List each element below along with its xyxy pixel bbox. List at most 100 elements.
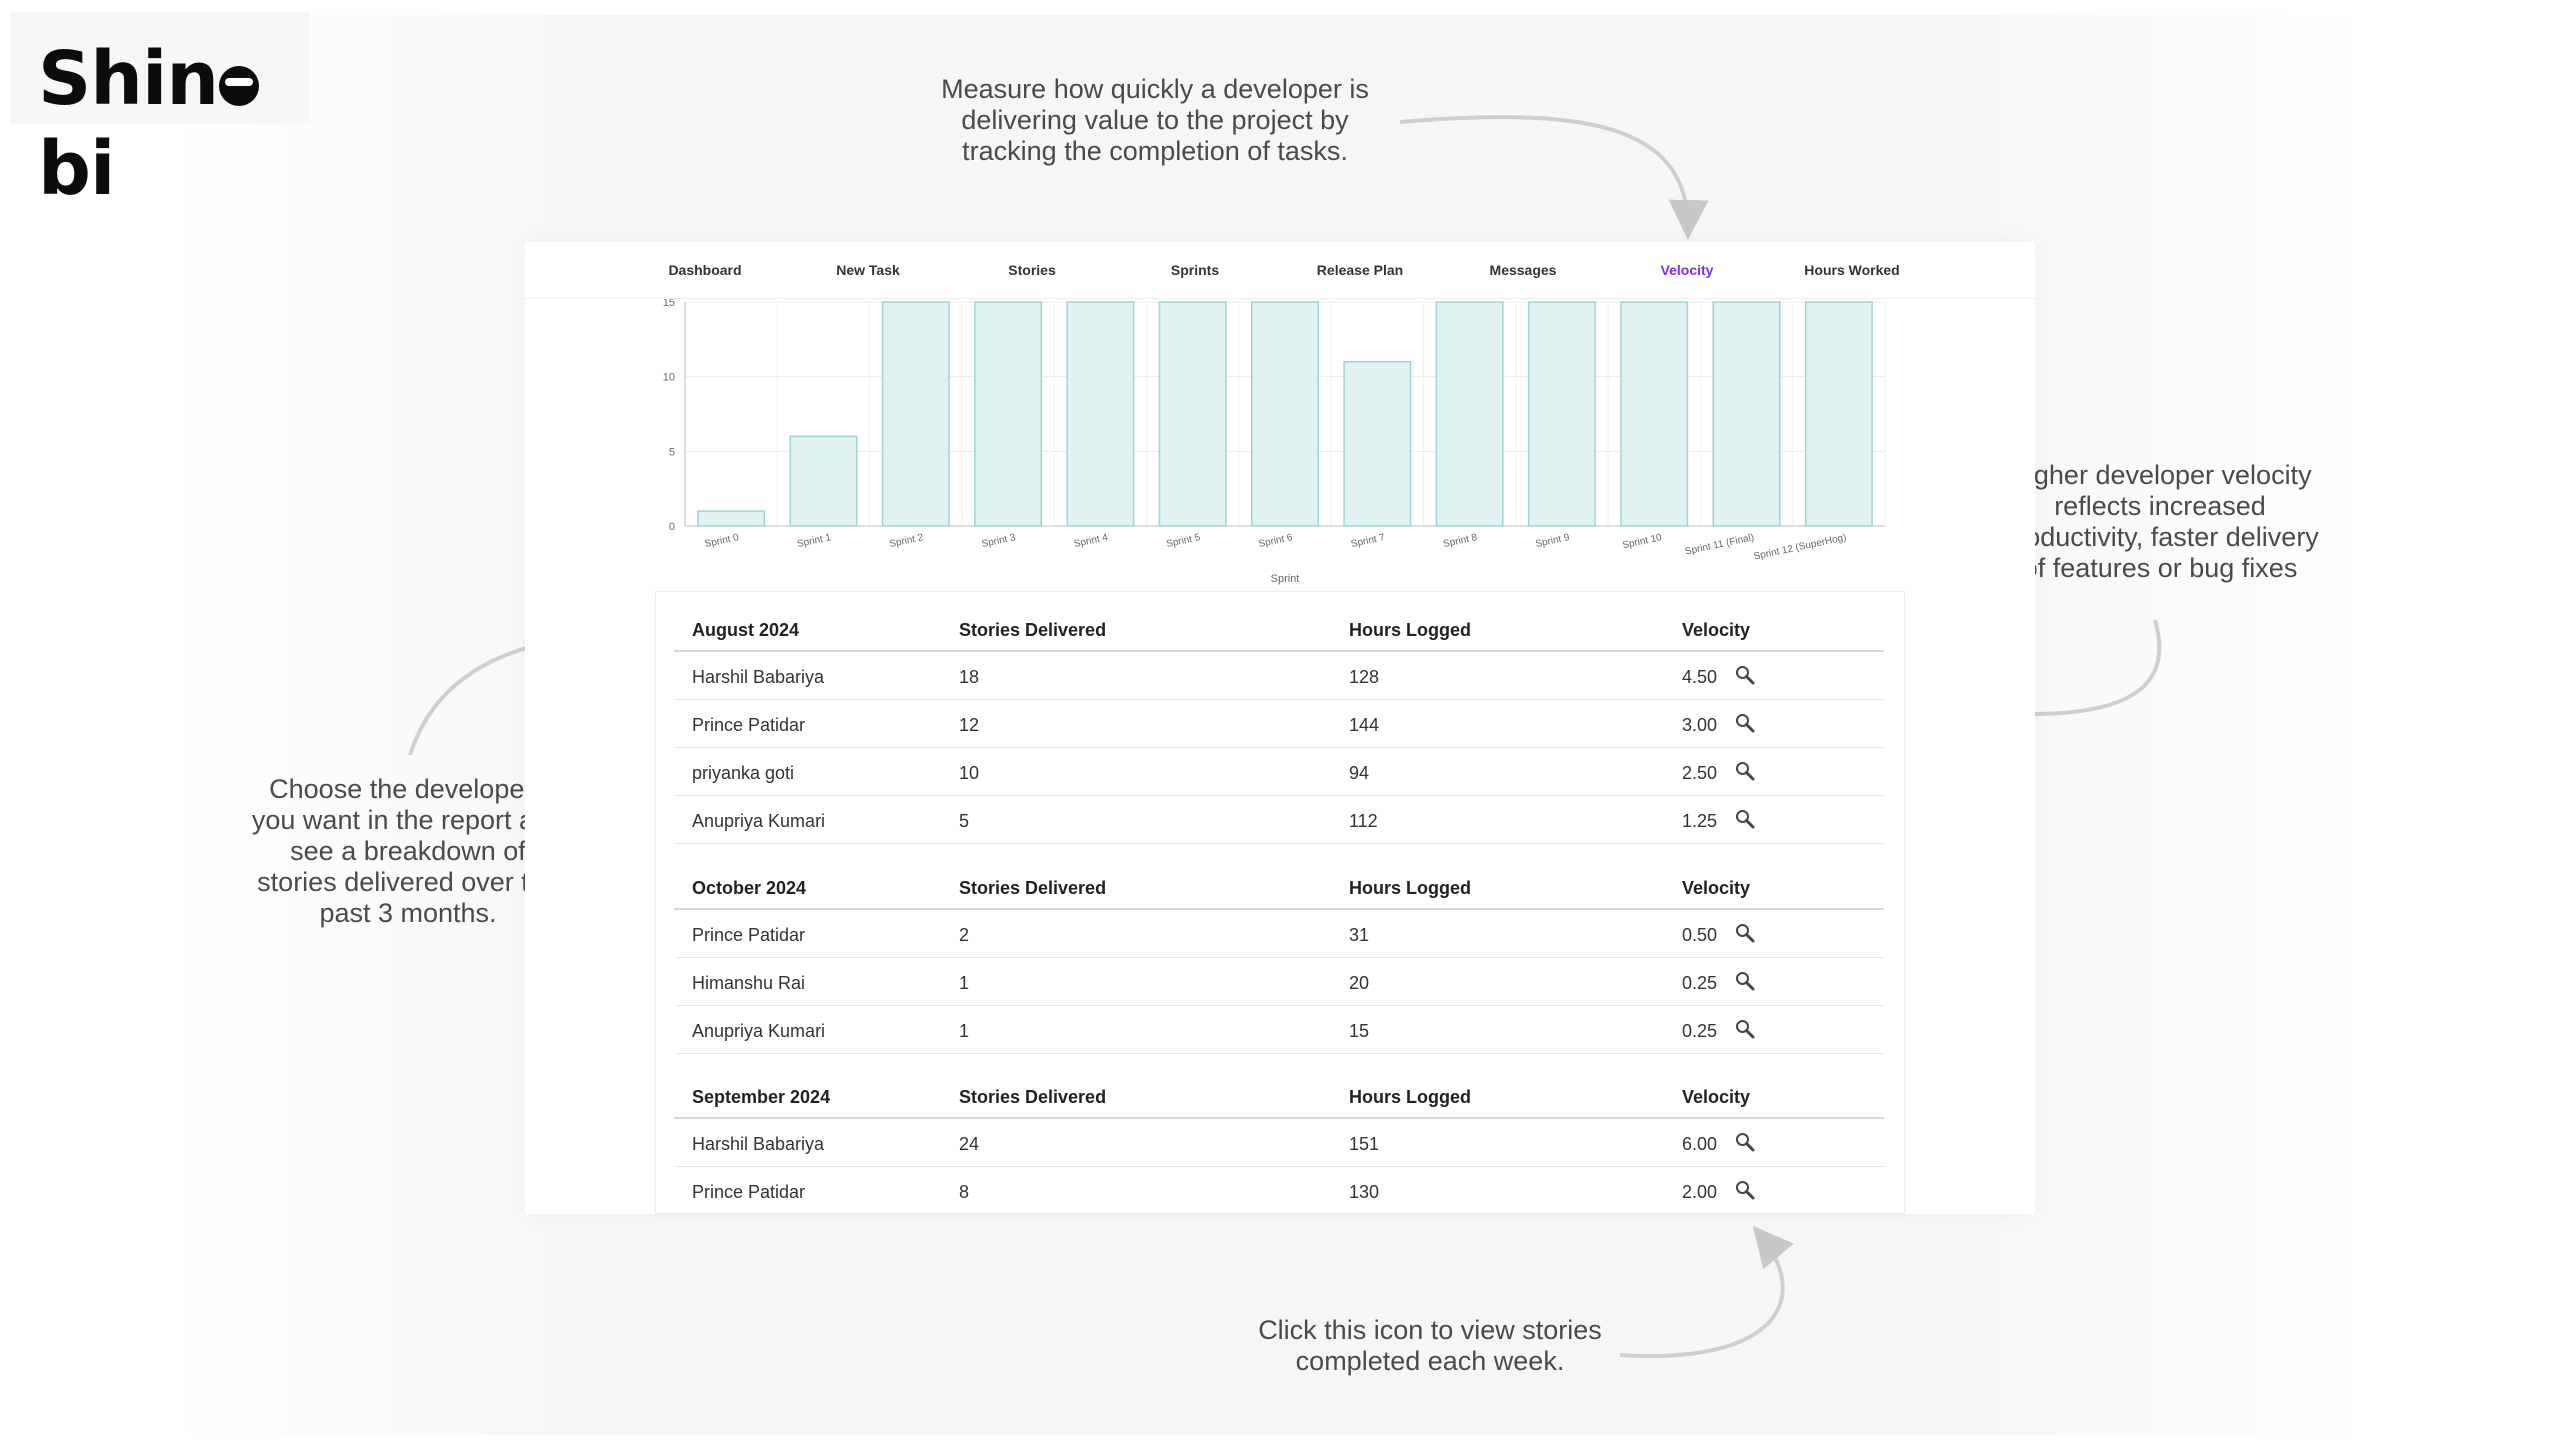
- developer-name: Anupriya Kumari: [692, 811, 826, 831]
- nav-hours-worked[interactable]: Hours Worked: [1804, 262, 1900, 278]
- nav-sprints[interactable]: Sprints: [1170, 262, 1220, 278]
- column-header-stories: Stories Delivered: [959, 620, 1107, 640]
- logo-container: Shinbi: [10, 12, 310, 212]
- x-tick-label: Sprint 2: [888, 532, 924, 550]
- developer-name: Harshil Babariya: [692, 1134, 825, 1154]
- stories-delivered: 24: [959, 1134, 980, 1154]
- hours-logged: 20: [1349, 973, 1370, 993]
- velocity-value: 0.50: [1682, 925, 1718, 945]
- magnifier-icon[interactable]: [1734, 970, 1756, 992]
- x-tick-label: Sprint 11 (Final): [1684, 532, 1755, 557]
- velocity-value: 2.50: [1682, 763, 1718, 783]
- bar-sprint-9: [1527, 301, 1596, 527]
- bar-sprint-5: [1158, 301, 1227, 527]
- ninja-o-icon: [219, 66, 260, 106]
- x-tick-label: Sprint 0: [704, 532, 740, 550]
- magnifier-icon[interactable]: [1734, 1179, 1756, 1201]
- month-group: October 2024 Stories Delivered Hours Logge…: [674, 860, 1884, 1054]
- y-tick-label: 0: [669, 521, 675, 533]
- y-tick-label: 10: [663, 372, 675, 384]
- developer-name: Prince Patidar: [692, 1182, 806, 1202]
- developer-name: Anupriya Kumari: [692, 1021, 826, 1041]
- column-header-velocity: Velocity: [1682, 878, 1751, 898]
- magnifier-icon[interactable]: [1734, 664, 1756, 686]
- developer-name: priyanka goti: [692, 763, 795, 783]
- velocity-value: 1.25: [1682, 811, 1718, 831]
- table-row: Prince Patidar 2 31 0.50: [674, 910, 1884, 958]
- developer-name: Prince Patidar: [692, 925, 806, 945]
- annotation-line: Measure how quickly a developer is: [941, 74, 1369, 104]
- nav-velocity[interactable]: Velocity: [1660, 262, 1714, 278]
- annotation-velocity-tab: Measure how quickly a developer is delive…: [915, 74, 1395, 167]
- annotation-line: of features or bug fixes: [2022, 553, 2298, 583]
- table-header-row: August 2024 Stories Delivered Hours Logged…: [674, 602, 1884, 652]
- annotation-line: Higher developer velocity: [2008, 460, 2312, 490]
- magnifier-icon[interactable]: [1734, 1018, 1756, 1040]
- nav-new-task[interactable]: New Task: [836, 262, 900, 278]
- nav-stories[interactable]: Stories: [1008, 262, 1056, 278]
- y-tick-label: 15: [663, 299, 675, 309]
- table-row: Harshil Babariya 18 128 4.50: [674, 652, 1884, 700]
- nav-release-plan[interactable]: Release Plan: [1316, 262, 1404, 278]
- column-header-hours: Hours Logged: [1349, 620, 1471, 640]
- bar-sprint-1: [789, 435, 858, 527]
- nav-dashboard[interactable]: Dashboard: [668, 262, 742, 278]
- bar-sprint-3: [974, 301, 1043, 527]
- x-tick-label: Sprint 7: [1350, 532, 1386, 550]
- bar-sprint-4: [1066, 301, 1135, 527]
- x-tick-label: Sprint 5: [1165, 532, 1201, 550]
- bar-sprint-8: [1435, 301, 1504, 527]
- table-row: Himanshu Rai 1 20 0.25: [674, 958, 1884, 1006]
- table-row: Harshil Babariya 24 151 6.00: [674, 1119, 1884, 1167]
- bar-sprint-7: [1343, 360, 1412, 527]
- table-row: Prince Patidar 12 144 3.00: [674, 700, 1884, 748]
- table-header-row: September 2024 Stories Delivered Hours Log…: [674, 1069, 1884, 1119]
- velocity-value: 0.25: [1682, 1021, 1718, 1041]
- table-row: Anupriya Kumari 1 15 0.25: [674, 1006, 1884, 1054]
- bar-sprint-10: [1620, 301, 1689, 527]
- month-heading: August 2024: [692, 620, 800, 640]
- annotation-line: delivering value to the project by: [961, 105, 1349, 135]
- x-tick-label: Sprint 3: [981, 532, 1017, 550]
- top-navigation: Dashboard New Task Stories Sprints Release P…: [525, 242, 2035, 299]
- bar-sprint-2: [881, 301, 950, 527]
- velocity-value: 4.50: [1682, 667, 1718, 687]
- x-tick-label: Sprint 4: [1073, 532, 1109, 550]
- bar-sprint-11-final-: [1712, 301, 1781, 527]
- magnifier-icon[interactable]: [1734, 1131, 1756, 1153]
- table-header-row: October 2024 Stories Delivered Hours Logge…: [674, 860, 1884, 910]
- month-heading: September 2024: [692, 1087, 831, 1107]
- x-tick-label: Sprint 9: [1535, 532, 1571, 550]
- table-row: priyanka goti 10 94 2.50: [674, 748, 1884, 796]
- shinobi-logo: Shinbi: [38, 34, 310, 214]
- annotation-developers: Choose the developers you want in the rep…: [228, 774, 588, 929]
- stories-delivered: 1: [959, 973, 970, 993]
- annotation-line: stories delivered over the: [257, 867, 559, 897]
- stories-delivered: 8: [959, 1182, 970, 1202]
- velocity-value: 3.00: [1682, 715, 1718, 735]
- hours-logged: 94: [1349, 763, 1370, 783]
- y-tick-label: 5: [669, 446, 675, 458]
- velocity-value: 2.00: [1682, 1182, 1718, 1202]
- x-tick-label: Sprint 12 (SuperHog): [1753, 532, 1848, 562]
- stories-delivered: 5: [959, 811, 970, 831]
- month-group: August 2024 Stories Delivered Hours Logged…: [674, 602, 1884, 844]
- annotation-icon-hint: Click this icon to view stories completed…: [1220, 1315, 1640, 1377]
- velocity-content: 0 5 10 15 Sprint 0 Sprint 1 Sprint 2 Sprint 3 Sp…: [635, 299, 1915, 1214]
- annotation-line: you want in the report and: [251, 805, 565, 835]
- month-heading: October 2024: [692, 878, 807, 898]
- hours-logged: 144: [1349, 715, 1380, 735]
- magnifier-icon[interactable]: [1734, 808, 1756, 830]
- stories-delivered: 10: [959, 763, 980, 783]
- column-header-stories: Stories Delivered: [959, 878, 1107, 898]
- annotation-line: productivity, faster delivery: [2001, 522, 2319, 552]
- hours-logged: 112: [1349, 811, 1378, 831]
- magnifier-icon[interactable]: [1734, 922, 1756, 944]
- annotation-line: tracking the completion of tasks.: [962, 136, 1348, 166]
- velocity-bar-chart: 0 5 10 15 Sprint 0 Sprint 1 Sprint 2 Sprint 3 Sp…: [663, 299, 1886, 585]
- bar-sprint-12-superhog-: [1804, 301, 1873, 527]
- stories-delivered: 18: [959, 667, 980, 687]
- magnifier-icon[interactable]: [1734, 712, 1756, 734]
- magnifier-icon[interactable]: [1734, 760, 1756, 782]
- nav-messages[interactable]: Messages: [1489, 262, 1557, 278]
